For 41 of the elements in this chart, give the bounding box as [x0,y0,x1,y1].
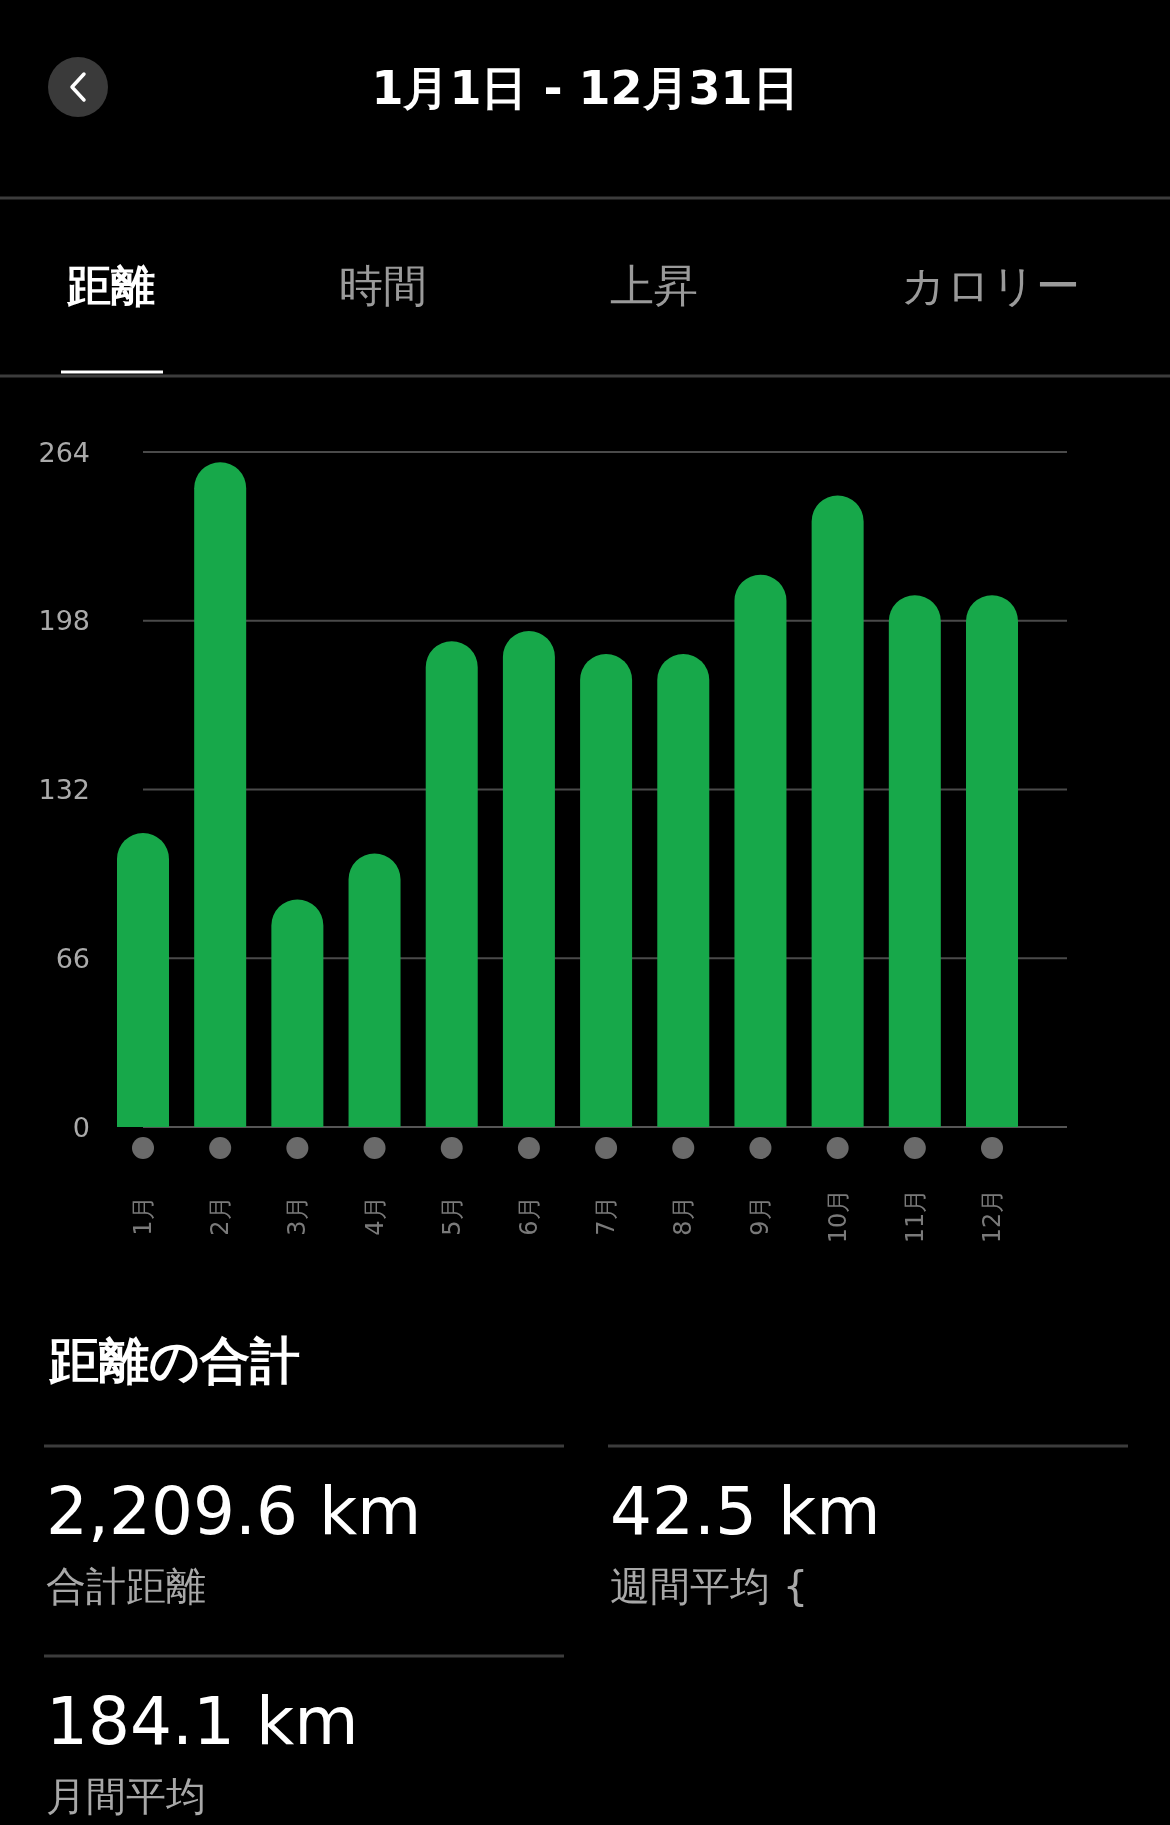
y-tick-label: 132 [38,774,90,805]
x-tick-label: 12月 [978,1188,1006,1244]
x-tick-label: 4月 [360,1196,389,1236]
x-tick-label: 10月 [823,1188,852,1244]
bar [194,462,247,1127]
x-tick-label: 2月 [206,1196,235,1236]
text: 距離 [66,260,155,311]
bar [502,631,555,1127]
text: 週間平均 { [610,1563,809,1609]
text: 2,209.6 km [46,1473,422,1550]
y-tick-label: 0 [72,1111,90,1143]
bar [425,641,478,1127]
bar [117,833,169,1127]
x-tick-label: 11月 [900,1188,929,1244]
text: 184.1 km [46,1683,359,1760]
x-tick-label: 6月 [514,1196,543,1236]
bar [734,574,787,1127]
bar [811,495,864,1127]
bar [580,654,633,1127]
x-tick-label: 5月 [437,1196,466,1236]
bar [271,899,324,1127]
x-tick-label: 3月 [283,1196,312,1236]
y-tick-label: 198 [38,605,90,637]
x-tick-label: 7月 [592,1196,621,1236]
text: 月間平均 [46,1773,206,1819]
text: 42.5 km [610,1473,881,1550]
text: 上昇 [610,260,698,311]
text: 時間 [339,260,427,311]
bar [348,853,401,1127]
bar [966,595,1018,1127]
text: 合計距離 [46,1563,206,1609]
text: 距離の合計 [48,1332,300,1390]
x-tick-label: 1月 [129,1196,157,1236]
x-tick-label: 8月 [669,1196,698,1236]
chart-title: 1月1日 - 12月31日 [371,61,799,115]
bar [888,595,941,1127]
text: カロリー [900,260,1080,311]
x-tick-label: 9月 [746,1196,775,1236]
y-tick-label: 66 [55,942,90,974]
bar [657,654,710,1127]
y-tick-label: 264 [38,436,90,468]
